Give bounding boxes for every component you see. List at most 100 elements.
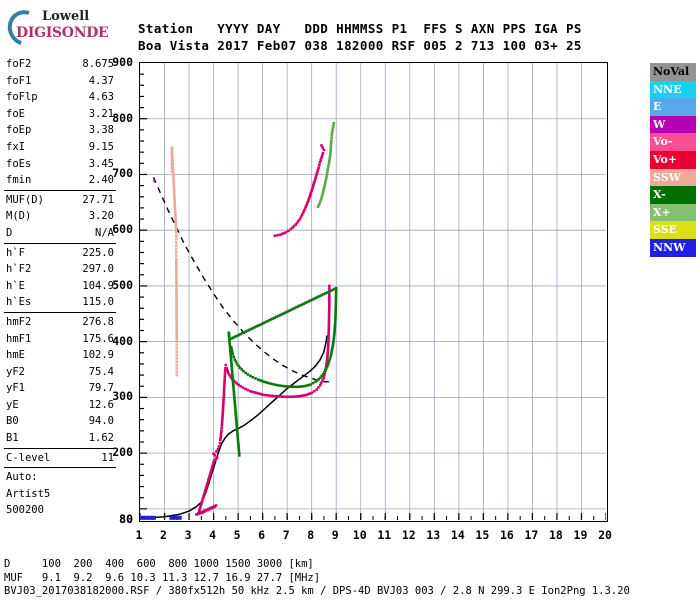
ionogram-plot[interactable] — [139, 62, 608, 522]
legend-item-sse[interactable]: SSE — [650, 221, 696, 239]
x-axis-tick-label: 9 — [331, 528, 339, 542]
param-value: 4.63 — [88, 91, 114, 104]
param-row: h`F 225.0 — [4, 245, 116, 262]
param-divider — [4, 311, 116, 313]
legend-item-vo[interactable]: Vo- — [650, 133, 696, 151]
param-key: C-level — [6, 451, 51, 464]
x-axis-tick-label: 4 — [209, 528, 217, 542]
param-row: hmF2 276.8 — [4, 314, 116, 331]
param-value: 1.62 — [88, 432, 114, 445]
x-axis-tick-label: 2 — [160, 528, 167, 542]
param-value: 4.37 — [88, 74, 114, 87]
param-row: hmE 102.9 — [4, 347, 116, 364]
auto-program: Artist5 — [6, 487, 51, 500]
y-axis-tick-label: 800 — [112, 110, 133, 125]
y-axis-tick-label: 80 — [119, 512, 133, 526]
param-value: 11 — [101, 451, 114, 464]
x-axis-tick-label: 18 — [549, 528, 563, 542]
param-row: yF2 75.4 — [4, 364, 116, 381]
x-axis-tick-label: 8 — [307, 528, 315, 542]
param-group-peak-heights: hmF2 276.8 hmF1 175.6 hmE 102.9 yF2 75.4 yF1… — [4, 314, 116, 447]
y-axis-tick-label: 700 — [112, 166, 133, 181]
param-value: 12.6 — [88, 398, 114, 411]
param-row: MUF(D) 27.71 — [4, 192, 116, 209]
param-key: foFlp — [6, 91, 38, 104]
param-row: B0 94.0 — [4, 413, 116, 430]
grid-lines — [140, 63, 606, 520]
legend-item-x[interactable]: X- — [650, 186, 696, 204]
param-key: D — [6, 226, 13, 239]
param-value: 297.0 — [82, 263, 114, 276]
param-row: fmin 2.40 — [4, 172, 116, 189]
x-axis-tick-label: 10 — [352, 528, 367, 542]
param-divider — [4, 189, 116, 191]
param-value: 175.6 — [82, 332, 114, 345]
param-row: fxI 9.15 — [4, 139, 116, 156]
x-axis-tick-label: 5 — [233, 528, 241, 542]
x-axis-tick-label: 19 — [573, 528, 588, 542]
param-key: foEs — [6, 157, 32, 170]
param-value: 2.40 — [88, 174, 114, 187]
direction-legend: NoVal NNE E W Vo- Vo+ SSW X- X+ SSE NNW — [650, 63, 696, 257]
legend-item-ssw[interactable]: SSW — [650, 168, 696, 187]
y-axis-tick-label: 500 — [112, 277, 133, 292]
param-key: M(D) — [6, 210, 32, 223]
param-key: yF2 — [6, 365, 25, 378]
param-value: 27.71 — [82, 193, 114, 206]
param-row: foF1 4.37 — [4, 73, 116, 90]
param-group-virtual-heights: h`F 225.0 h`F2 297.0 h`E 104.9 h`Es 115.0 — [4, 245, 116, 311]
x-axis-tick-label: 7 — [282, 528, 290, 542]
param-row: M(D) 3.20 — [4, 208, 116, 225]
param-key: h`F2 — [6, 263, 32, 276]
param-row: h`E 104.9 — [4, 278, 116, 295]
param-key: hmF2 — [6, 315, 32, 328]
trace-o-trace-2nd-hop — [273, 144, 326, 238]
param-row: foEs 3.45 — [4, 156, 116, 173]
param-key: yE — [6, 398, 19, 411]
param-value: 276.8 — [82, 315, 114, 328]
bottom-d-row: D 100 200 400 600 800 1000 1500 3000 [km… — [4, 558, 314, 570]
axis-ticks — [140, 73, 606, 520]
y-axis-tick-label: 200 — [112, 445, 133, 460]
param-row: hmF1 175.6 — [4, 331, 116, 348]
param-row: h`F2 297.0 — [4, 261, 116, 278]
x-axis-tick-label: 15 — [475, 528, 490, 542]
param-key: hmF1 — [6, 332, 32, 345]
trace-x-trace-x-x- — [227, 286, 338, 457]
y-axis-tick-label: 400 — [112, 333, 133, 348]
legend-item-x[interactable]: X+ — [650, 203, 696, 222]
bottom-muf-row: MUF 9.1 9.2 9.6 10.3 11.3 12.7 16.9 27.7… — [4, 571, 321, 584]
legend-item-nnw[interactable]: NNW — [650, 238, 696, 257]
legend-item-vo[interactable]: Vo+ — [650, 150, 696, 169]
param-key: MUF(D) — [6, 193, 44, 206]
param-key: foE — [6, 107, 25, 120]
trace-o-trace-vo-vo- — [195, 284, 331, 516]
y-axis-tick-label: 80 — [119, 512, 133, 526]
station-header-values: Boa Vista 2017 Feb07 038 182000 RSF 005 … — [138, 38, 582, 53]
legend-item-e[interactable]: E — [650, 98, 696, 116]
param-key: foF1 — [6, 74, 32, 87]
ionospheric-parameter-table: foF2 8.675 foF1 4.37 foFlp 4.63 foE 3.21 foE… — [4, 56, 116, 519]
param-key: fmin — [6, 174, 32, 187]
param-divider — [4, 467, 116, 469]
param-group-frequencies: foF2 8.675 foF1 4.37 foFlp 4.63 foE 3.21 foE… — [4, 56, 116, 189]
legend-item-noval[interactable]: NoVal — [650, 63, 696, 81]
legend-item-nne[interactable]: NNE — [650, 80, 696, 99]
x-axis-tick-label: 3 — [184, 528, 192, 542]
param-value: 75.4 — [88, 365, 114, 378]
x-axis-tick-label: 1 — [135, 528, 143, 542]
param-value: 3.20 — [88, 210, 114, 223]
param-row: foEp 3.38 — [4, 122, 116, 139]
param-value: 102.9 — [82, 349, 114, 362]
auto-code: 500200 — [6, 504, 44, 517]
param-value: 3.45 — [88, 157, 114, 170]
param-value: 79.7 — [88, 382, 114, 395]
x-axis-tick-label: 17 — [524, 528, 539, 542]
param-key: hmE — [6, 349, 25, 362]
bottom-info: D 100 200 400 600 800 1000 1500 3000 [km… — [4, 558, 630, 599]
param-key: h`E — [6, 279, 25, 292]
legend-item-w[interactable]: W — [650, 115, 696, 134]
trace-w-marker — [153, 179, 156, 183]
x-axis-tick-label: 14 — [450, 528, 465, 542]
x-axis-tick-label: 11 — [377, 528, 392, 542]
